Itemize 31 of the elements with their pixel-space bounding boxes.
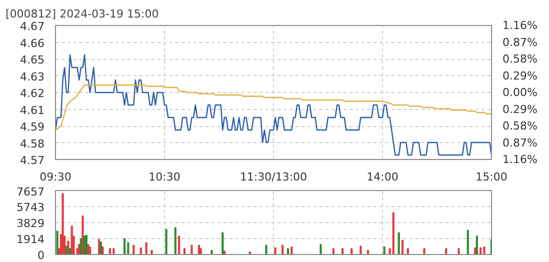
y-tick-label: 4.65 (20, 54, 45, 66)
x-tick-label: 11:30/13:00 (240, 170, 308, 184)
y-tick-label: 4.66 (20, 36, 45, 50)
y-tick-label: 4.57 (20, 154, 45, 167)
y2-tick-label: 0.00% (502, 86, 538, 99)
y-tick-label: 4.61 (20, 104, 45, 117)
y2-tick-label: 1.16% (502, 19, 538, 32)
y-tick-label: 4.67 (20, 20, 45, 33)
y-tick-label: 7657 (16, 186, 45, 198)
y2-tick-label: 0.58% (502, 120, 538, 132)
x-tick-label: 14:00 (366, 170, 398, 184)
y2-tick-label: 0.87% (502, 36, 538, 49)
y-tick-label: 1914 (16, 233, 45, 246)
y-tick-label: 5743 (16, 201, 45, 214)
y2-tick-label: 0.87% (502, 136, 538, 150)
y-tick-label: 4.63 (20, 70, 45, 84)
y-tick-label: 4.58 (20, 137, 45, 150)
y2-tick-label: 1.16% (502, 153, 538, 166)
chart-title: [000812] 2024-03-19 15:00 (6, 8, 159, 20)
y-tick-label: 4.59 (20, 120, 45, 134)
y2-tick-label: 0.29% (502, 69, 538, 82)
y-tick-label: 0 (38, 249, 44, 262)
line-series (56, 54, 492, 156)
line-series (56, 84, 492, 131)
x-tick-label: 10:30 (148, 170, 180, 184)
x-tick-label: 15:00 (476, 170, 508, 184)
y2-tick-label: 0.58% (502, 52, 538, 66)
y2-tick-label: 0.29% (502, 102, 538, 116)
x-tick-label: 09:30 (40, 170, 72, 184)
y-tick-label: 4.62 (20, 87, 45, 100)
y-tick-label: 3829 (16, 216, 45, 230)
